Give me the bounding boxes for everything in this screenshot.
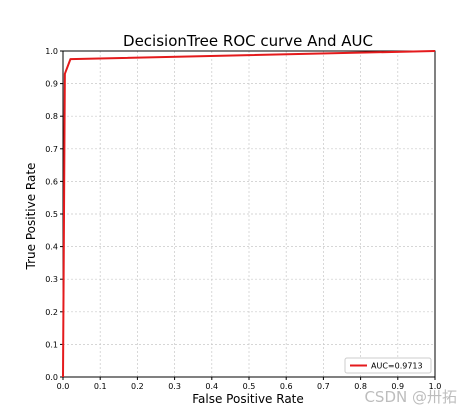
y-tick-label: 0.3	[45, 275, 58, 284]
watermark-text: CSDN @卅拓	[364, 388, 457, 406]
x-tick-label: 1.0	[429, 382, 442, 391]
y-tick-label: 1.0	[45, 47, 58, 56]
y-tick-label: 0.4	[45, 243, 58, 252]
x-tick-label: 0.5	[243, 382, 256, 391]
x-tick-label: 0.7	[317, 382, 330, 391]
roc-series-line	[62, 50, 436, 378]
x-tick-label: 0.6	[280, 382, 293, 391]
x-tick-label: 0.3	[168, 382, 181, 391]
grid	[62, 50, 436, 378]
x-tick-label: 0.4	[205, 382, 218, 391]
x-tick-label: 0.1	[94, 382, 107, 391]
x-axis-label: False Positive Rate	[192, 392, 304, 406]
x-tick-label: 0.2	[131, 382, 144, 391]
y-tick-label: 0.5	[45, 210, 58, 219]
chart-title: DecisionTree ROC curve And AUC	[123, 32, 373, 50]
legend-label: AUC=0.9713	[371, 362, 423, 371]
y-tick-label: 0.2	[45, 308, 58, 317]
x-tick-label: 0.8	[354, 382, 367, 391]
y-axis-label: True Positive Rate	[24, 163, 38, 271]
y-tick-label: 0.6	[45, 177, 58, 186]
y-tick-label: 0.0	[45, 373, 58, 382]
legend-box	[344, 357, 432, 374]
x-tick-label: 0.0	[57, 382, 70, 391]
y-tick-label: 0.7	[45, 145, 58, 154]
x-tick-label: 0.9	[391, 382, 404, 391]
axis-ticks: 0.0 0.1 0.2 0.3 0.4 0.5 0.6 0.7 0.8 0.9 1.0 0.0 0.1 0…	[45, 47, 441, 391]
y-tick-label: 0.8	[45, 112, 58, 121]
y-tick-label: 0.9	[45, 80, 58, 89]
legend: AUC=0.9713	[344, 357, 432, 374]
series-layer	[62, 50, 436, 378]
y-tick-label: 0.1	[45, 340, 58, 349]
